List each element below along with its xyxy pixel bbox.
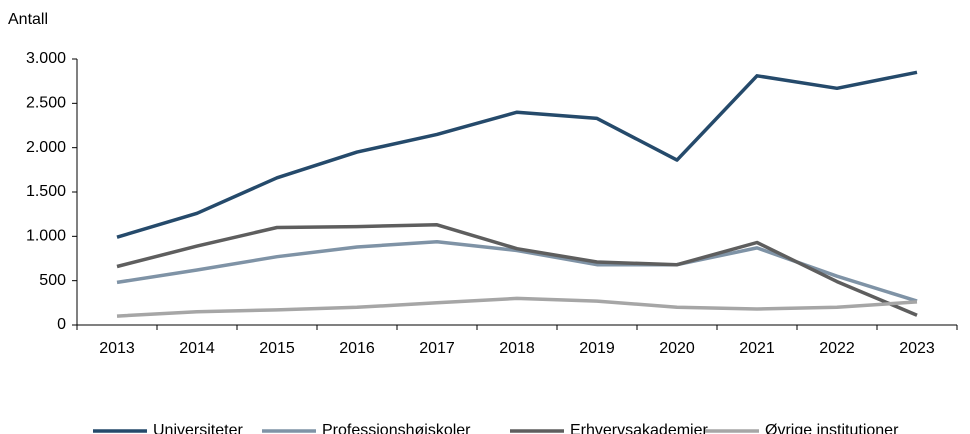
legend-label: Professionshøjskoler xyxy=(322,422,471,434)
x-tick-label: 2022 xyxy=(819,340,855,357)
y-tick-label: 2.500 xyxy=(26,95,66,112)
y-tick-label: 1.500 xyxy=(26,183,66,200)
legend-label: Erhvervsakademier xyxy=(570,422,709,434)
y-tick-label: 1.000 xyxy=(26,228,66,245)
x-tick-label: 2014 xyxy=(179,340,215,357)
legend-label: Øvrige institutioner xyxy=(765,422,899,434)
series-line xyxy=(116,70,918,239)
series-line xyxy=(116,239,918,303)
y-tick-label: 2.000 xyxy=(26,139,66,156)
x-tick-label: 2020 xyxy=(659,340,695,357)
y-tick-label: 500 xyxy=(39,272,66,289)
x-tick-label: 2013 xyxy=(99,340,135,357)
series-line xyxy=(116,223,918,317)
x-tick-label: 2018 xyxy=(499,340,535,357)
y-tick-label: 3.000 xyxy=(26,50,66,67)
x-tick-label: 2017 xyxy=(419,340,455,357)
x-tick-label: 2023 xyxy=(899,340,935,357)
y-tick-label: 0 xyxy=(57,316,66,333)
x-tick-label: 2015 xyxy=(259,340,295,357)
x-tick-label: 2019 xyxy=(579,340,615,357)
x-tick-label: 2021 xyxy=(739,340,775,357)
y-axis-label: Antall xyxy=(8,11,48,28)
series-line xyxy=(116,296,918,318)
legend-label: Universiteter xyxy=(153,422,243,434)
x-tick-label: 2016 xyxy=(339,340,375,357)
